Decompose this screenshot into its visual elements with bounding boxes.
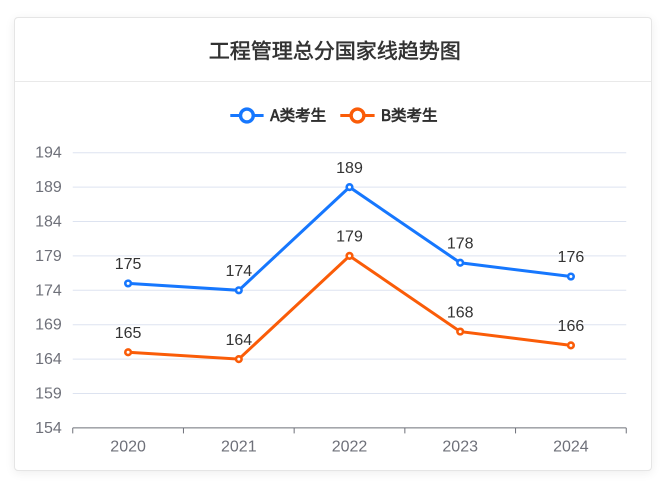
svg-text:164: 164 (225, 332, 252, 349)
svg-text:184: 184 (35, 214, 62, 231)
svg-text:175: 175 (115, 256, 142, 273)
svg-text:165: 165 (115, 325, 142, 342)
svg-text:2023: 2023 (442, 438, 478, 455)
svg-text:174: 174 (35, 282, 62, 299)
svg-text:159: 159 (35, 386, 62, 403)
svg-text:2024: 2024 (553, 438, 589, 455)
svg-text:164: 164 (35, 351, 62, 368)
svg-text:2022: 2022 (332, 438, 368, 455)
svg-text:154: 154 (35, 420, 62, 437)
svg-text:169: 169 (35, 317, 62, 334)
svg-text:2021: 2021 (221, 438, 257, 455)
svg-text:176: 176 (558, 249, 585, 266)
svg-text:179: 179 (35, 248, 62, 265)
svg-text:174: 174 (225, 263, 252, 280)
svg-text:189: 189 (336, 160, 363, 177)
svg-text:194: 194 (35, 145, 62, 162)
svg-text:179: 179 (336, 229, 363, 246)
svg-text:189: 189 (35, 179, 62, 196)
svg-text:168: 168 (447, 304, 474, 321)
svg-text:166: 166 (558, 318, 585, 335)
svg-text:2020: 2020 (110, 438, 146, 455)
svg-text:178: 178 (447, 235, 474, 252)
